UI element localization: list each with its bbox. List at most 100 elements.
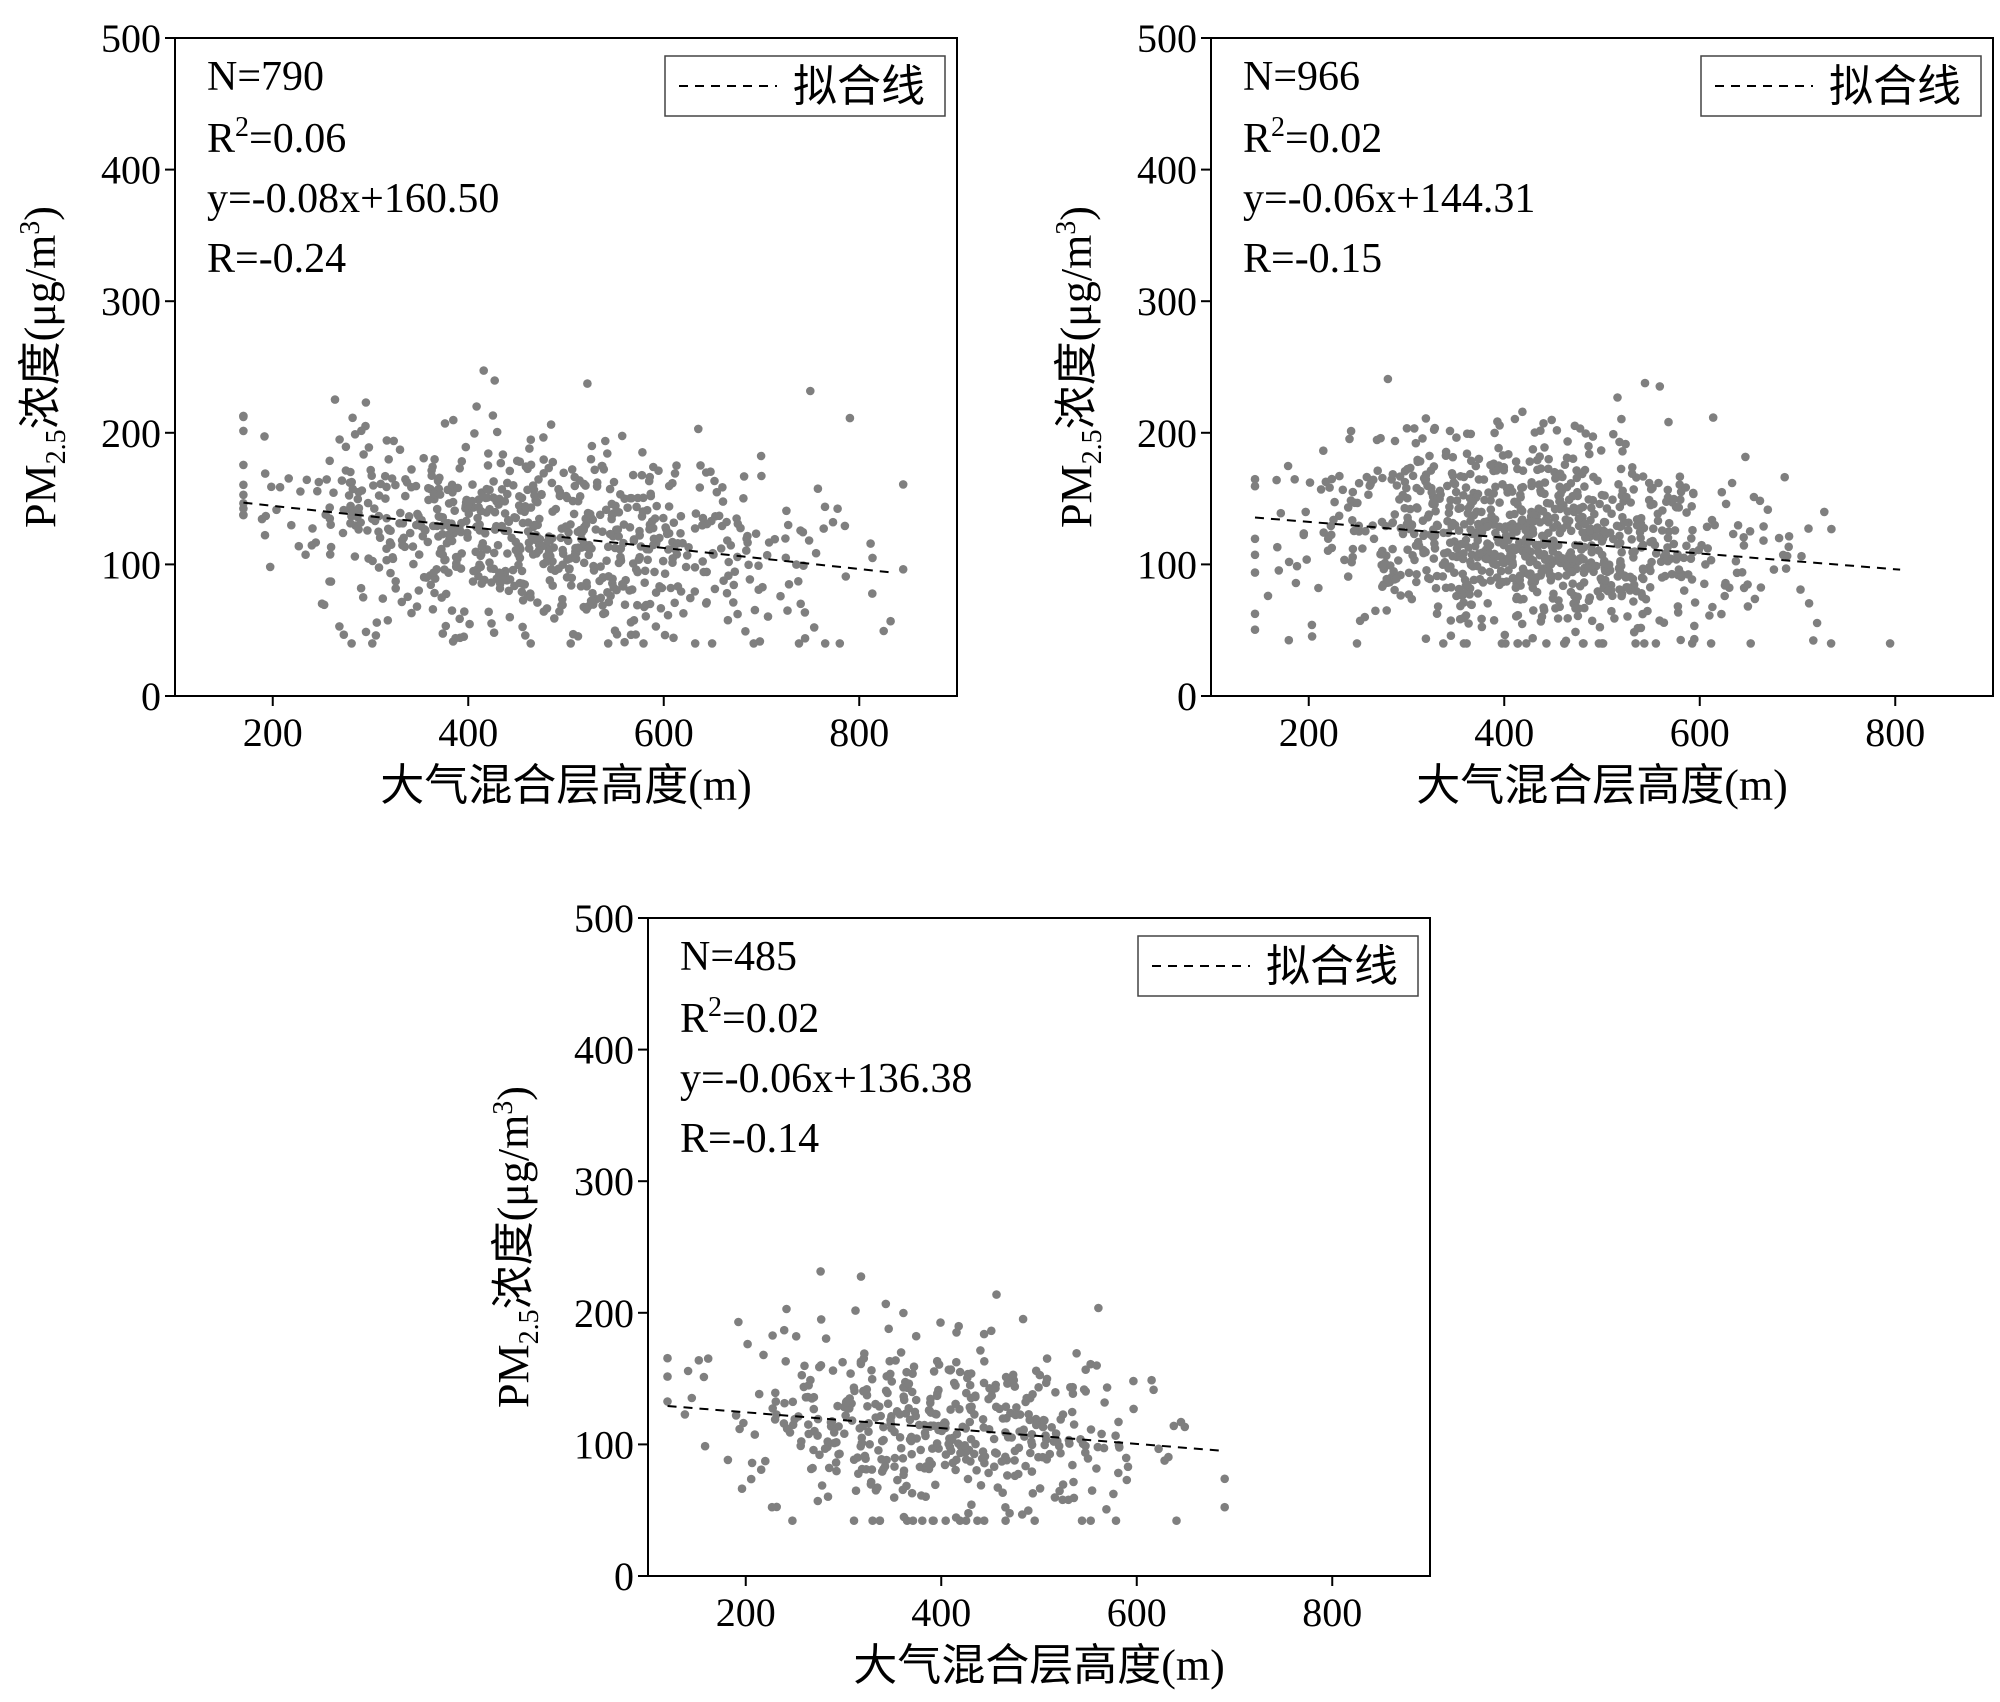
data-point [1539, 605, 1549, 615]
data-point [330, 395, 340, 404]
data-point [339, 630, 349, 639]
data-point [1477, 622, 1487, 632]
data-point [1447, 521, 1456, 531]
data-point [1675, 472, 1685, 482]
data-point [472, 522, 481, 532]
data-point [873, 1483, 882, 1492]
data-point [1482, 522, 1492, 531]
data-point [1575, 581, 1585, 591]
data-point [771, 1388, 780, 1398]
data-point [694, 424, 703, 434]
data-point [783, 606, 792, 615]
data-point [730, 567, 740, 576]
y-tick-label: 200 [1137, 411, 1197, 456]
data-point [1008, 1370, 1018, 1380]
data-point [1780, 472, 1789, 482]
data-point [1485, 541, 1495, 550]
data-point [407, 608, 416, 618]
data-point [1058, 1480, 1068, 1489]
data-point [566, 581, 576, 590]
data-point [770, 534, 780, 544]
data-point [1515, 538, 1524, 547]
data-point [1510, 509, 1519, 519]
data-point [663, 1397, 672, 1406]
data-point [1706, 639, 1716, 648]
data-point [884, 1324, 893, 1334]
data-point [1176, 1417, 1186, 1427]
data-point [1592, 532, 1601, 541]
data-point [659, 513, 668, 523]
data-point [486, 564, 496, 573]
data-point [550, 614, 559, 623]
data-point [382, 482, 391, 492]
data-point [669, 518, 679, 527]
legend-label: 拟合线 [1829, 62, 1961, 111]
data-point [1774, 533, 1784, 543]
data-point [566, 520, 575, 529]
y-tick-label: 300 [101, 279, 161, 324]
data-point [477, 542, 487, 551]
data-point [890, 1462, 899, 1471]
data-point [1566, 554, 1576, 563]
data-point [1382, 606, 1391, 615]
data-point [1518, 564, 1528, 574]
data-point [904, 1404, 913, 1413]
data-point [1003, 1471, 1012, 1480]
data-point [767, 1502, 777, 1512]
data-point [723, 615, 733, 625]
data-point [763, 612, 773, 621]
data-point [1664, 518, 1674, 528]
data-point [627, 493, 636, 503]
data-point [539, 455, 548, 464]
data-point [1001, 1372, 1011, 1382]
data-point [1468, 497, 1478, 506]
data-point [1501, 639, 1510, 648]
data-point [1348, 544, 1358, 554]
data-point [638, 448, 647, 457]
data-point [681, 562, 691, 572]
data-point [477, 579, 487, 588]
data-point [348, 484, 358, 494]
data-point [1445, 538, 1455, 547]
data-point [1362, 472, 1372, 482]
data-point [419, 453, 429, 463]
fit-line [1254, 516, 1901, 571]
data-point [503, 489, 512, 499]
data-point [780, 1398, 789, 1408]
stat-r-squared: R2=0.06 [207, 112, 346, 162]
data-point [916, 1445, 925, 1455]
data-point [966, 1434, 976, 1444]
data-point [1587, 547, 1596, 557]
data-point [1358, 544, 1367, 553]
data-point [984, 1468, 993, 1478]
data-point [1682, 541, 1691, 551]
data-point [932, 1439, 942, 1448]
data-point [1076, 1435, 1085, 1444]
data-point [440, 419, 450, 428]
data-point [1571, 540, 1580, 550]
data-point [363, 498, 373, 508]
data-point [856, 1272, 866, 1281]
data-point [539, 433, 548, 442]
data-point [1627, 535, 1636, 544]
data-point [1471, 461, 1481, 471]
data-point [372, 618, 382, 627]
y-tick-label: 200 [101, 411, 161, 456]
data-point [1885, 639, 1895, 648]
data-point [1314, 583, 1323, 593]
stat-equation: y=-0.06x+136.38 [680, 1056, 972, 1102]
data-point [1690, 598, 1700, 607]
data-point [1651, 639, 1661, 648]
data-point [1584, 441, 1593, 451]
y-axis-label: PM2.5浓度(μg/m3) [1051, 206, 1108, 528]
data-point [998, 1488, 1007, 1497]
data-point [946, 1365, 956, 1374]
data-point [880, 1462, 890, 1471]
data-point [403, 592, 413, 602]
data-point [1706, 555, 1716, 565]
data-point [664, 502, 674, 511]
legend-label: 拟合线 [1266, 942, 1398, 991]
data-point [504, 586, 514, 596]
data-point [1585, 449, 1594, 459]
data-point [1769, 565, 1779, 574]
